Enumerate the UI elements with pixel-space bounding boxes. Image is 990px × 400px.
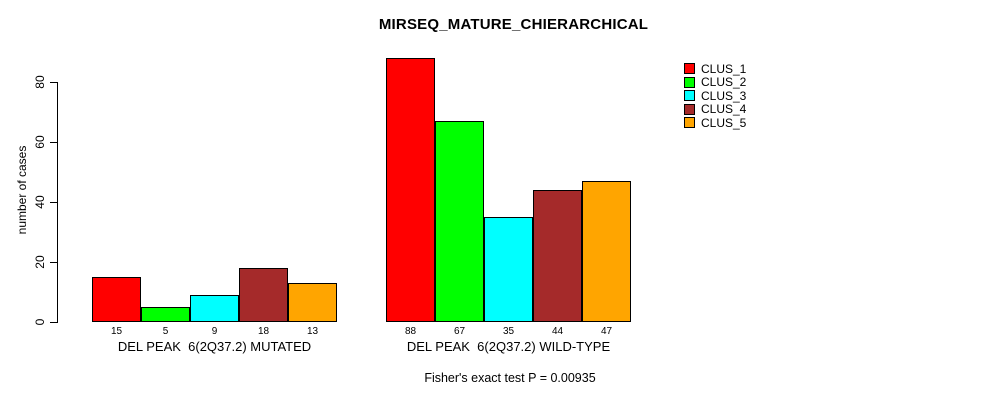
bar-clus_2-group1 bbox=[141, 307, 190, 322]
bar-value-label: 13 bbox=[306, 326, 319, 337]
bar-clus_1-group2 bbox=[386, 58, 435, 322]
fisher-test-annotation: Fisher's exact test P = 0.00935 bbox=[424, 371, 596, 385]
bar-clus_3-group2 bbox=[484, 217, 533, 322]
legend-label: CLUS_5 bbox=[701, 115, 747, 130]
legend-label: CLUS_3 bbox=[701, 88, 747, 103]
bar-value-label: 9 bbox=[211, 326, 218, 337]
y-tick-label: 40 bbox=[33, 195, 47, 209]
bar-clus_1-group1 bbox=[92, 277, 141, 322]
y-tick-mark bbox=[50, 262, 57, 263]
bar-clus_2-group2 bbox=[435, 121, 484, 322]
group-label: DEL PEAK 6(2Q37.2) MUTATED bbox=[117, 339, 312, 354]
y-tick-label: 0 bbox=[33, 318, 47, 326]
y-tick-mark bbox=[50, 82, 57, 83]
bar-clus_4-group2 bbox=[533, 190, 582, 322]
legend-row-clus_2: CLUS_2 bbox=[684, 76, 746, 90]
y-tick-label: 60 bbox=[33, 135, 47, 149]
legend-label: CLUS_2 bbox=[701, 75, 747, 90]
legend-row-clus_3: CLUS_3 bbox=[684, 89, 746, 103]
y-tick-mark bbox=[50, 322, 57, 323]
bar-clus_4-group1 bbox=[239, 268, 288, 322]
legend-swatch-icon bbox=[684, 63, 695, 75]
y-axis-label: number of cases bbox=[15, 145, 29, 235]
bar-clus_3-group1 bbox=[190, 295, 239, 322]
bar-value-label: 15 bbox=[110, 326, 123, 337]
legend-swatch-icon bbox=[684, 76, 695, 88]
bar-clus_5-group2 bbox=[582, 181, 631, 322]
bar-value-label: 47 bbox=[600, 326, 613, 337]
group-label: DEL PEAK 6(2Q37.2) WILD-TYPE bbox=[406, 339, 611, 354]
legend: CLUS_1 CLUS_2 CLUS_3 CLUS_4 CLUS_5 bbox=[684, 62, 746, 130]
legend-swatch-icon bbox=[684, 117, 695, 129]
legend-swatch-icon bbox=[684, 103, 695, 115]
bar-value-label: 67 bbox=[453, 326, 466, 337]
legend-label: CLUS_4 bbox=[701, 102, 747, 117]
chart-title: MIRSEQ_MATURE_CHIERARCHICAL bbox=[378, 16, 649, 33]
y-tick-mark bbox=[50, 202, 57, 203]
y-tick-mark bbox=[50, 142, 57, 143]
legend-swatch-icon bbox=[684, 90, 695, 102]
bar-value-label: 44 bbox=[551, 326, 564, 337]
legend-row-clus_4: CLUS_4 bbox=[684, 103, 746, 117]
y-axis-line bbox=[57, 82, 58, 323]
y-tick-label: 80 bbox=[33, 75, 47, 89]
y-tick-label: 20 bbox=[33, 255, 47, 269]
bar-value-label: 5 bbox=[162, 326, 169, 337]
legend-row-clus_5: CLUS_5 bbox=[684, 116, 746, 130]
bar-value-label: 88 bbox=[404, 326, 417, 337]
bar-value-label: 35 bbox=[502, 326, 515, 337]
legend-label: CLUS_1 bbox=[701, 61, 747, 76]
bar-clus_5-group1 bbox=[288, 283, 337, 322]
legend-row-clus_1: CLUS_1 bbox=[684, 62, 746, 76]
bar-value-label: 18 bbox=[257, 326, 270, 337]
